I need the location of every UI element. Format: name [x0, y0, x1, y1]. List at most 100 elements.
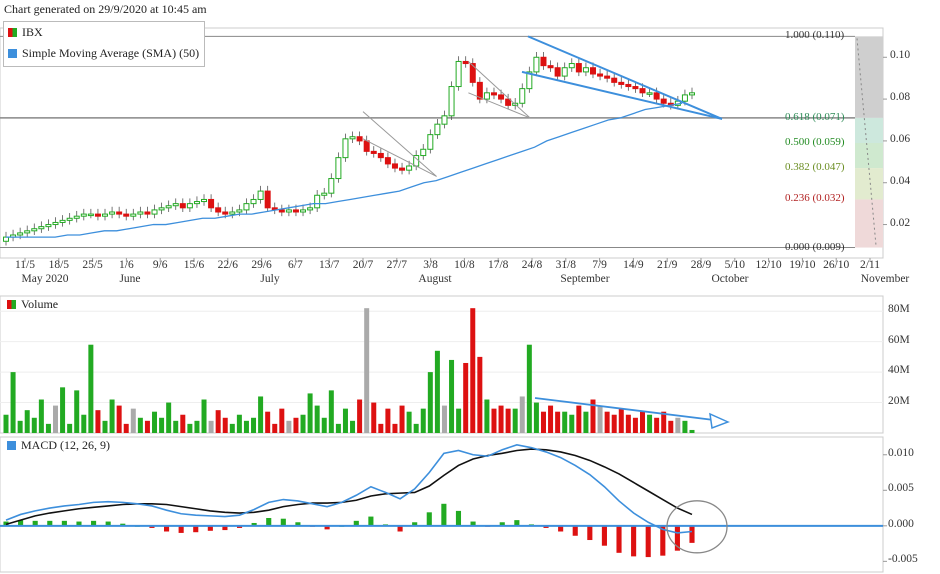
month-label: October	[711, 273, 749, 285]
volume-bar	[357, 399, 363, 433]
macd-histogram-bar	[441, 503, 447, 526]
macd-histogram-bar	[105, 521, 111, 526]
candle-body	[179, 203, 186, 209]
x-tick-label: 29/6	[251, 259, 272, 271]
x-tick-label: 19/10	[789, 259, 816, 271]
volume-bar	[399, 405, 405, 433]
volume-bar	[548, 405, 554, 433]
price-tick-label: 0.10	[890, 49, 911, 62]
x-tick-label: 2/11	[859, 259, 881, 271]
volume-bar	[392, 423, 398, 433]
volume-bar	[378, 423, 384, 433]
legend-item-ibx[interactable]: IBX	[8, 25, 43, 40]
fib-label: 0.382 (0.047)	[785, 161, 845, 174]
x-tick-label: 13/7	[318, 259, 340, 271]
candle-body	[165, 205, 172, 209]
candle-swatch-icon	[8, 28, 17, 37]
volume-bar	[661, 411, 667, 433]
candle-body	[335, 157, 342, 180]
volume-bar	[137, 417, 143, 433]
candle-body	[533, 56, 540, 73]
candle-body	[582, 67, 589, 73]
volume-bar	[10, 372, 16, 433]
macd-histogram-bar	[76, 521, 82, 526]
x-tick-label: 18/5	[48, 259, 70, 271]
candle-body	[193, 201, 200, 205]
macd-swatch-icon	[7, 441, 16, 450]
candle-body	[137, 211, 144, 215]
candle-body	[625, 83, 632, 88]
volume-bar	[456, 408, 462, 433]
volume-bar	[272, 423, 278, 433]
candle-body	[455, 60, 462, 88]
candle-body	[632, 86, 639, 90]
volume-bar	[647, 414, 653, 433]
volume-bar	[682, 420, 688, 433]
volume-bar	[180, 414, 186, 433]
candle-body	[87, 213, 94, 217]
volume-bar	[420, 408, 426, 433]
x-tick-label: 6/7	[288, 259, 303, 271]
x-tick-label: 24/8	[521, 259, 543, 271]
price-tick-label: 0.08	[890, 91, 911, 104]
macd-histogram-bar	[412, 522, 418, 526]
macd-histogram-bar	[295, 522, 301, 526]
candle-body	[292, 209, 299, 213]
legend-item-sma[interactable]: Simple Moving Average (SMA) (50)	[8, 46, 199, 61]
candle-body	[434, 123, 441, 136]
candle-body	[498, 94, 505, 100]
candle-body	[328, 178, 335, 194]
candle-body	[568, 63, 575, 69]
macd-histogram-bar	[149, 525, 155, 528]
volume-bar	[364, 308, 370, 433]
volume-bar	[300, 414, 306, 433]
candle-body	[575, 63, 582, 73]
candle-body	[406, 165, 413, 171]
month-label: June	[119, 273, 141, 285]
macd-histogram-bar	[514, 520, 520, 526]
macd-crossover-highlight-circle	[666, 500, 728, 554]
volume-bar	[689, 429, 695, 433]
volume-bar	[321, 417, 327, 433]
macd-histogram-bar	[455, 510, 462, 526]
macd-histogram-bar	[616, 525, 622, 553]
fib-label: 0.000 (0.009)	[785, 240, 845, 253]
volume-bar	[81, 414, 87, 433]
volume-bar	[675, 417, 681, 433]
macd-histogram-bar	[499, 522, 505, 526]
volume-trend-arrow-line	[534, 397, 723, 422]
macd-histogram-bar	[601, 525, 607, 546]
candle-body	[257, 190, 264, 200]
candle-body	[215, 207, 222, 213]
macd-histogram-bar	[353, 520, 359, 526]
candle-body	[52, 221, 59, 226]
volume-bar	[60, 387, 66, 433]
x-tick-label: 20/7	[352, 259, 374, 271]
volume-bar	[540, 411, 546, 433]
volume-bar	[215, 410, 221, 433]
macd-histogram-bar	[91, 520, 97, 526]
candle-body	[243, 203, 250, 211]
candle-body	[441, 115, 448, 125]
fib-label: 0.500 (0.059)	[785, 136, 845, 148]
candle-body	[201, 198, 208, 203]
fib-band	[855, 168, 883, 200]
candle-body	[420, 148, 427, 157]
volume-bar	[173, 420, 179, 433]
volume-bar	[597, 405, 603, 433]
wedge-pattern-gray	[468, 61, 531, 119]
macd-tick-label: 0.010	[888, 446, 914, 459]
fib-band	[855, 117, 883, 143]
volume-bar	[441, 405, 447, 433]
candle-body	[519, 88, 526, 104]
candle-body	[653, 92, 660, 100]
macd-histogram-bar	[572, 525, 578, 536]
candle-body	[45, 224, 52, 228]
volume-bar	[604, 411, 610, 433]
volume-bar	[406, 411, 412, 433]
month-label: November	[860, 273, 910, 285]
macd-tick-label: 0.000	[888, 517, 914, 530]
volume-bar	[293, 417, 299, 433]
candle-body	[264, 190, 271, 209]
macd-histogram-bar	[426, 512, 432, 526]
